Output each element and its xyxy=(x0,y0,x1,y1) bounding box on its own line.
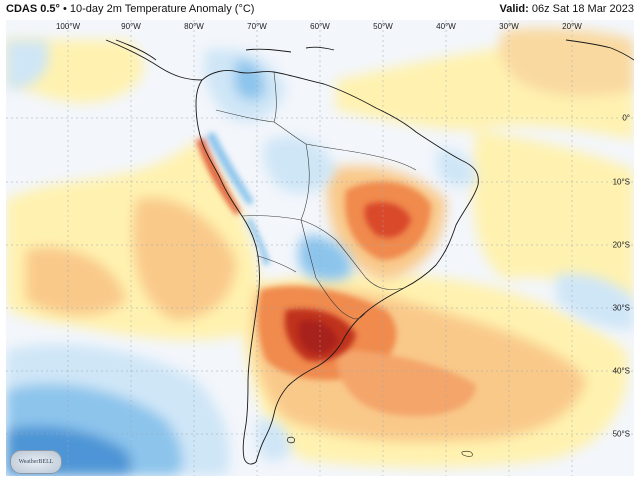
africa-coast xyxy=(565,39,634,61)
map-title: CDAS 0.5° • 10-day 2m Temperature Anomal… xyxy=(6,3,254,15)
graticule xyxy=(6,20,634,476)
anomaly-map: 100°W 90°W 80°W 70°W 60°W 50°W 40°W 30°W… xyxy=(6,20,634,476)
south-georgia xyxy=(461,450,473,457)
lon-label-50w: 50°W xyxy=(373,22,393,31)
lon-label-30w: 30°W xyxy=(499,22,519,31)
lon-label-80w: 80°W xyxy=(184,22,204,31)
south-america-coast xyxy=(195,69,479,465)
lon-label-60w: 60°W xyxy=(310,22,330,31)
weatherbell-logo: WeatherBELL xyxy=(10,450,62,474)
valid-time-value: 06z Sat 18 Mar 2023 xyxy=(531,3,634,15)
cool-field xyxy=(6,40,634,476)
lon-label-20w: 20°W xyxy=(562,22,582,31)
country-borders xyxy=(215,71,417,320)
caribbean-islands xyxy=(245,46,335,53)
andes-anomaly-streaks xyxy=(196,132,270,265)
map-canvas xyxy=(6,20,634,476)
lon-label-70w: 70°W xyxy=(247,22,267,31)
product-name: 10-day 2m Temperature Anomaly (°C) xyxy=(69,3,255,15)
central-america-coast xyxy=(105,39,203,81)
lat-label-20s: 20°S xyxy=(612,240,630,250)
lat-label-0: 0° xyxy=(622,113,630,123)
lat-label-50s: 50°S xyxy=(612,429,630,439)
lon-label-100w: 100°W xyxy=(55,22,81,31)
lon-label-40w: 40°W xyxy=(436,22,456,31)
lon-label-90w: 90°W xyxy=(121,22,141,31)
lat-label-40s: 40°S xyxy=(612,366,630,376)
coastlines xyxy=(105,39,634,465)
valid-time: Valid: 06z Sat 18 Mar 2023 xyxy=(499,3,634,15)
lat-label-30s: 30°S xyxy=(612,303,630,313)
lat-label-10s: 10°S xyxy=(612,177,630,187)
falkland-islands xyxy=(287,436,295,444)
title-separator: • xyxy=(62,3,67,15)
model-name: CDAS 0.5° xyxy=(6,3,60,15)
valid-label: Valid: xyxy=(499,3,529,15)
title-bar: CDAS 0.5° • 10-day 2m Temperature Anomal… xyxy=(0,0,640,20)
